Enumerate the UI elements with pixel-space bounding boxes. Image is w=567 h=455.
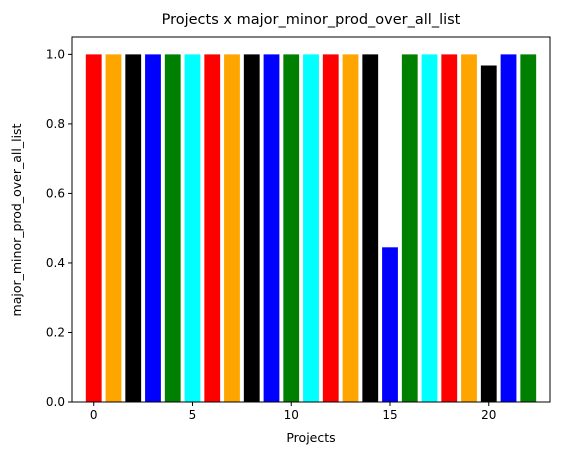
y-tick-label: 0.4 xyxy=(46,256,65,270)
bar-19 xyxy=(461,54,477,402)
y-tick-label: 0.8 xyxy=(46,117,65,131)
x-axis-label: Projects xyxy=(286,430,335,445)
bar-22 xyxy=(520,54,537,402)
bar-4 xyxy=(164,54,181,402)
x-tick-label: 10 xyxy=(284,408,299,422)
bar-13 xyxy=(342,54,359,402)
bar-7 xyxy=(224,54,240,402)
bar-18 xyxy=(441,54,458,402)
bars-group xyxy=(85,54,537,402)
bar-3 xyxy=(145,54,161,402)
y-tick-label: 1.0 xyxy=(46,47,65,61)
chart-title: Projects x major_minor_prod_over_all_lis… xyxy=(162,12,461,28)
x-tick-label: 20 xyxy=(481,408,496,422)
bar-0 xyxy=(85,54,102,402)
bar-15 xyxy=(382,247,398,402)
x-axis-ticks: 0 5 10 15 20 xyxy=(90,402,496,422)
bar-9 xyxy=(263,54,280,402)
bar-12 xyxy=(322,54,339,402)
bar-21 xyxy=(500,54,517,402)
plot-frame xyxy=(71,36,551,403)
bar-20 xyxy=(480,65,497,402)
x-tick-label: 15 xyxy=(382,408,397,422)
y-tick-label: 0.2 xyxy=(46,325,65,339)
bar-16 xyxy=(401,54,418,402)
y-axis-label: major_minor_prod_over_all_list xyxy=(9,123,24,316)
bar-11 xyxy=(303,54,319,402)
bar-8 xyxy=(243,54,260,402)
x-tick-label: 5 xyxy=(189,408,197,422)
bar-10 xyxy=(283,54,300,402)
bar-1 xyxy=(105,54,122,402)
bar-14 xyxy=(362,54,379,402)
y-tick-label: 0.0 xyxy=(46,395,65,409)
bar-6 xyxy=(204,54,221,402)
y-axis-ticks: 0.0 0.2 0.4 0.6 0.8 1.0 xyxy=(46,47,72,409)
bar-17 xyxy=(421,54,438,402)
bar-2 xyxy=(125,54,142,402)
y-tick-label: 0.6 xyxy=(46,186,65,200)
bar-5 xyxy=(184,54,201,402)
x-tick-label: 0 xyxy=(90,408,98,422)
